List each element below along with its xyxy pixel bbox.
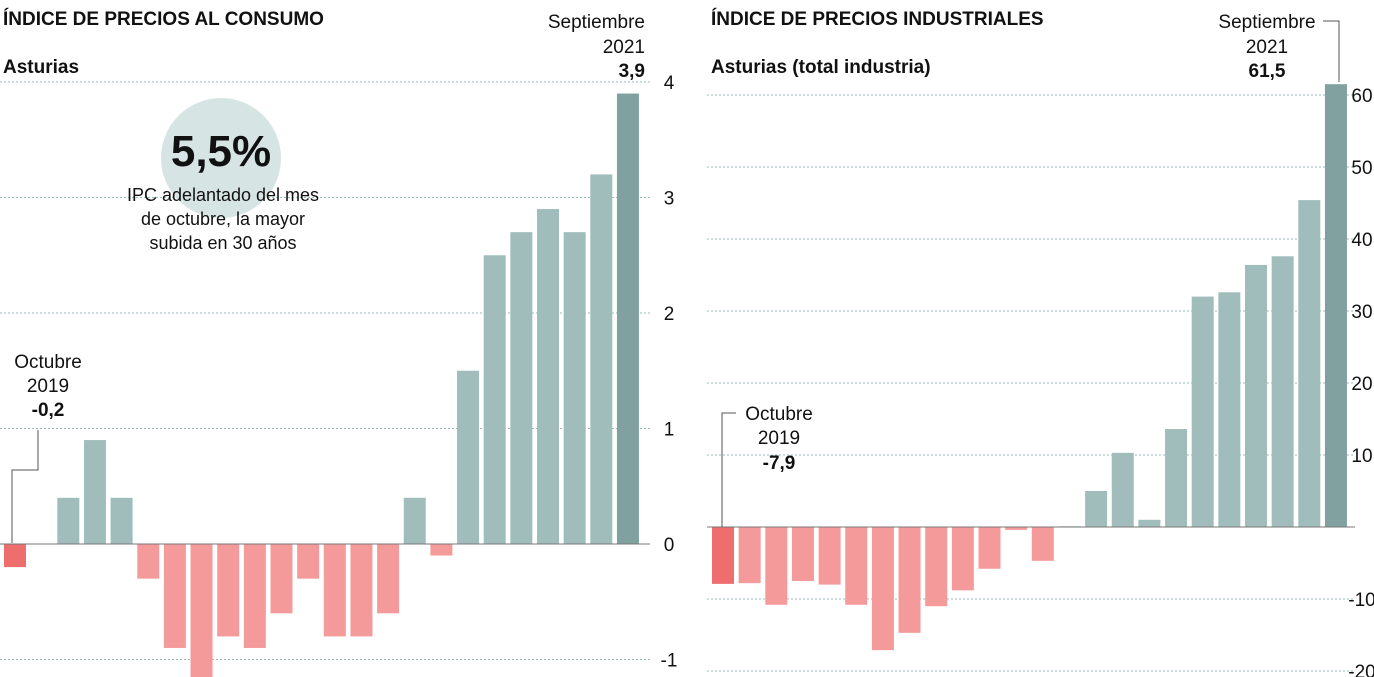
y-tick-label: 20 — [1351, 374, 1372, 395]
bar-jul-2020 — [243, 544, 266, 648]
bar-ene-2021 — [1111, 452, 1134, 527]
highlight-circle — [161, 98, 281, 218]
bar-sep-2021 — [1324, 84, 1347, 527]
bar-abr-2020 — [163, 544, 186, 648]
bar-sep-2020 — [297, 544, 320, 579]
left-end-label: 2021 — [603, 37, 645, 58]
left-start-label: 2019 — [27, 376, 69, 397]
right-chart-title: ÍNDICE DE PRECIOS INDUSTRIALES — [711, 8, 1044, 30]
left-end-label: Septiembre — [548, 12, 645, 33]
bar-ene-2021 — [403, 497, 426, 544]
right-start-label: 2019 — [758, 428, 800, 449]
bar-ago-2020 — [270, 544, 293, 614]
bar-ago-2020 — [978, 527, 1001, 569]
bar-jun-2020 — [925, 527, 948, 607]
bar-oct-2020 — [1031, 527, 1054, 561]
bar-ene-2020 — [83, 440, 106, 544]
y-tick-label: 4 — [664, 73, 675, 94]
bar-may-2021 — [510, 232, 533, 544]
bar-mar-2021 — [1165, 429, 1188, 527]
y-tick-label: 30 — [1351, 302, 1372, 323]
bar-jun-2020 — [217, 544, 240, 637]
bar-abr-2020 — [871, 527, 894, 651]
bar-jun-2021 — [1245, 264, 1267, 527]
left-start-value: -0,2 — [32, 400, 65, 421]
bar-sep-2020 — [1005, 527, 1028, 530]
highlight-bubble — [161, 98, 281, 218]
bar-sep-2021 — [616, 93, 639, 545]
bar-dic-2019 — [765, 527, 788, 605]
bar-jun-2021 — [537, 209, 559, 545]
bar-feb-2020 — [818, 527, 841, 585]
y-tick-label: 3 — [664, 189, 675, 210]
bar-may-2020 — [190, 544, 213, 677]
right-start-label: Octubre — [745, 404, 813, 425]
bar-oct-2020 — [323, 544, 346, 637]
bar-nov-2020 — [350, 544, 373, 637]
y-tick-label: 40 — [1351, 230, 1372, 251]
bar-jul-2021 — [1271, 256, 1294, 527]
y-tick-label: -20 — [1348, 662, 1374, 677]
bar-oct-2019 — [712, 527, 734, 584]
bar-feb-2021 — [1138, 519, 1161, 527]
bar-dic-2020 — [377, 544, 400, 614]
y-tick-label: 50 — [1351, 158, 1372, 179]
bar-dic-2019 — [57, 497, 80, 544]
bar-ago-2021 — [1298, 200, 1321, 527]
highlight-value: 5,5% — [171, 127, 271, 176]
bar-feb-2020 — [110, 497, 133, 544]
y-tick-label: 0 — [664, 535, 675, 556]
left-chart-subtitle: Asturias — [3, 57, 79, 78]
bar-mar-2021 — [457, 370, 480, 544]
bar-may-2021 — [1218, 292, 1241, 527]
right-start-value: -7,9 — [763, 453, 796, 474]
highlight-note-line: subida en 30 años — [149, 233, 296, 253]
right-end-label: 2021 — [1246, 37, 1288, 58]
left-start-label: Octubre — [14, 352, 82, 373]
bar-nov-2019 — [738, 527, 761, 584]
bar-mar-2020 — [137, 544, 160, 579]
right-chart: -20 -10 10 20 30 40 50 60 — [707, 84, 1374, 677]
bar-mar-2020 — [845, 527, 868, 605]
y-tick-label: -1 — [661, 651, 678, 672]
y-tick-label: -10 — [1348, 590, 1374, 611]
highlight-note-line: IPC adelantado del mes — [127, 185, 319, 205]
right-end-value: 61,5 — [1249, 61, 1286, 82]
bar-ene-2020 — [791, 527, 814, 581]
y-tick-label: 60 — [1351, 86, 1372, 107]
left-start-leader-line — [11, 430, 39, 543]
left-chart-title: ÍNDICE DE PRECIOS AL CONSUMO — [3, 8, 324, 30]
bar-jul-2020 — [951, 527, 974, 591]
left-chart: -1 0 1 2 3 4 — [0, 73, 677, 677]
left-end-value: 3,9 — [619, 61, 645, 82]
bar-abr-2021 — [1191, 296, 1214, 527]
right-end-label: Septiembre — [1218, 12, 1315, 33]
highlight-note-line: de octubre, la mayor — [141, 209, 305, 229]
right-end-leader-line — [1323, 20, 1340, 82]
y-tick-label: 1 — [664, 420, 675, 441]
bar-abr-2021 — [483, 255, 506, 544]
bar-jul-2021 — [563, 232, 586, 544]
bar-ago-2021 — [590, 174, 613, 544]
bar-feb-2021 — [430, 544, 453, 556]
right-start-leader-line — [721, 412, 736, 527]
y-tick-label: 2 — [664, 304, 675, 325]
bar-dic-2020 — [1085, 491, 1108, 527]
y-tick-label: 10 — [1351, 446, 1372, 467]
right-chart-subtitle: Asturias (total industria) — [711, 57, 931, 78]
bar-may-2020 — [898, 527, 921, 633]
bar-oct-2019 — [4, 544, 26, 568]
